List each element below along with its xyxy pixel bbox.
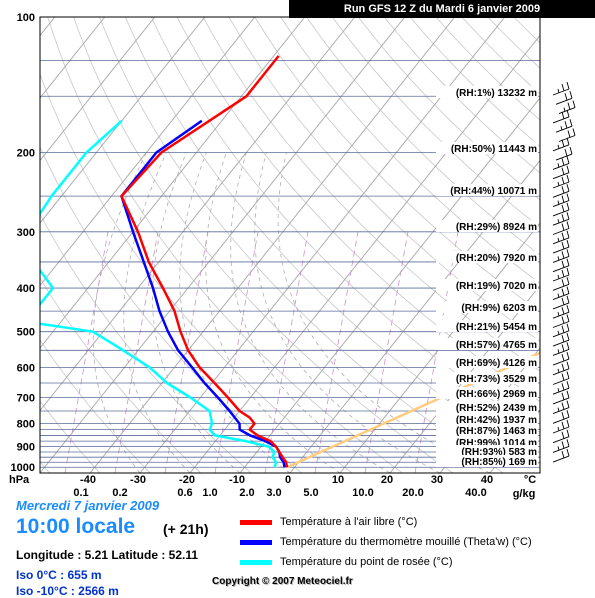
- y-tick-label: 900: [17, 442, 35, 454]
- x-axis-unit: °C: [524, 474, 536, 486]
- iso-zero: Iso 0°C : 655 m: [16, 568, 102, 582]
- y-tick-label: 300: [17, 227, 35, 239]
- wind-barb: [553, 315, 569, 328]
- x-tick-label: 0: [285, 474, 291, 486]
- legend-label: Température du point de rosée (°C): [280, 556, 453, 568]
- coordinates: Longitude : 5.21 Latitude : 52.11: [16, 548, 198, 562]
- y-tick-label: 500: [17, 327, 35, 339]
- wind-barb: [553, 342, 569, 355]
- x-tick-label: -40: [80, 474, 96, 486]
- mixing-ratio-tick: 5.0: [303, 487, 318, 499]
- level-label: (RH:44%) 10071 m: [450, 186, 537, 197]
- wind-barb: [553, 333, 569, 346]
- forecast-date: Mercredi 7 janvier 2009: [16, 498, 159, 513]
- x-tick-label: 30: [431, 474, 443, 486]
- legend-label: Température à l'air libre (°C): [280, 516, 417, 528]
- wind-barb: [553, 166, 569, 179]
- level-label: (RH:57%) 4765 m: [456, 340, 537, 351]
- forecast-offset: (+ 21h): [163, 521, 209, 537]
- copyright: Copyright © 2007 Meteociel.fr: [212, 576, 353, 587]
- y-tick-label: 600: [17, 362, 35, 374]
- x-tick-label: -30: [130, 474, 146, 486]
- isotherm: [540, 17, 595, 473]
- wind-barb: [553, 212, 569, 225]
- mixing-ratio-tick: 1.0: [202, 487, 217, 499]
- legend-item-wetbulb: Température du thermomètre mouillé (Thet…: [240, 534, 532, 550]
- level-label: (RH:20%) 7920 m: [456, 253, 537, 264]
- run-title: Run GFS 12 Z du Mardi 6 janvier 2009: [289, 0, 595, 18]
- wind-barb: [553, 249, 569, 262]
- level-label: (RH:73%) 3529 m: [456, 374, 537, 385]
- mixing-ratio-tick: 2.0: [239, 487, 254, 499]
- mixing-ratio-tick: 10.0: [352, 487, 373, 499]
- wind-barb: [553, 277, 569, 290]
- y-axis-unit: hPa: [9, 474, 30, 486]
- wind-barb: [553, 231, 569, 244]
- wind-barb: [553, 138, 569, 151]
- y-tick-label: 400: [17, 283, 35, 295]
- x-tick-label: 10: [332, 474, 344, 486]
- x-tick-label: -10: [229, 474, 245, 486]
- y-tick-label: 700: [17, 392, 35, 404]
- mixing-ratio-tick: 0.6: [177, 487, 192, 499]
- mixing-ratio-tick: 40.0: [465, 487, 486, 499]
- y-tick-label: 200: [17, 148, 35, 160]
- wind-barb: [553, 203, 569, 216]
- mixing-ratio-tick: 20.0: [402, 487, 423, 499]
- y-tick-label: 100: [17, 12, 35, 24]
- legend-label: Température du thermomètre mouillé (Thet…: [280, 536, 532, 548]
- level-label: (RH:9%) 6203 m: [461, 303, 537, 314]
- local-time: 10:00 locale: [16, 515, 135, 539]
- wind-barb: [553, 305, 569, 318]
- wind-barb: [553, 184, 569, 197]
- level-label: (RH:52%) 2439 m: [456, 403, 537, 414]
- wind-barb: [553, 324, 569, 337]
- y-tick-label: 800: [17, 419, 35, 431]
- level-label: (RH:1%) 13232 m: [456, 88, 537, 99]
- legend-item-temperature: Température à l'air libre (°C): [240, 514, 417, 530]
- mixing-ratio-unit: g/kg: [513, 488, 536, 500]
- legend-swatch-cyan: [240, 560, 272, 565]
- level-label: (RH:19%) 7020 m: [456, 281, 537, 292]
- level-label: (RH:66%) 2969 m: [456, 389, 537, 400]
- mixing-ratio-tick: 3.0: [266, 487, 281, 499]
- wind-barb: [553, 194, 569, 207]
- level-label: (RH:85%) 169 m: [461, 457, 537, 468]
- level-label: (RH:50%) 11443 m: [451, 144, 537, 155]
- wind-barb: [553, 222, 569, 235]
- wind-barb: [553, 82, 569, 95]
- wind-barb: [553, 240, 569, 253]
- level-label: (RH:29%) 8924 m: [456, 222, 537, 233]
- legend-item-dewpoint: Température du point de rosée (°C): [240, 554, 453, 570]
- y-tick-label: 1000: [11, 462, 35, 474]
- level-label: (RH:21%) 5454 m: [456, 322, 537, 333]
- x-tick-label: 40: [481, 474, 493, 486]
- x-tick-label: 20: [381, 474, 393, 486]
- wind-barb: [553, 268, 569, 281]
- wind-barb: [553, 259, 569, 272]
- isotherm: [0, 17, 5, 473]
- isotherm: [590, 17, 595, 473]
- level-label: (RH:69%) 4126 m: [456, 358, 537, 369]
- legend-swatch-blue: [240, 540, 272, 545]
- wind-barb: [553, 110, 569, 123]
- x-tick-label: -20: [179, 474, 195, 486]
- wind-barb: [553, 175, 569, 188]
- wind-barb: [553, 296, 569, 309]
- level-label: (RH:87%) 1463 m: [456, 426, 537, 437]
- wind-barb: [553, 287, 569, 300]
- legend-swatch-red: [240, 520, 272, 525]
